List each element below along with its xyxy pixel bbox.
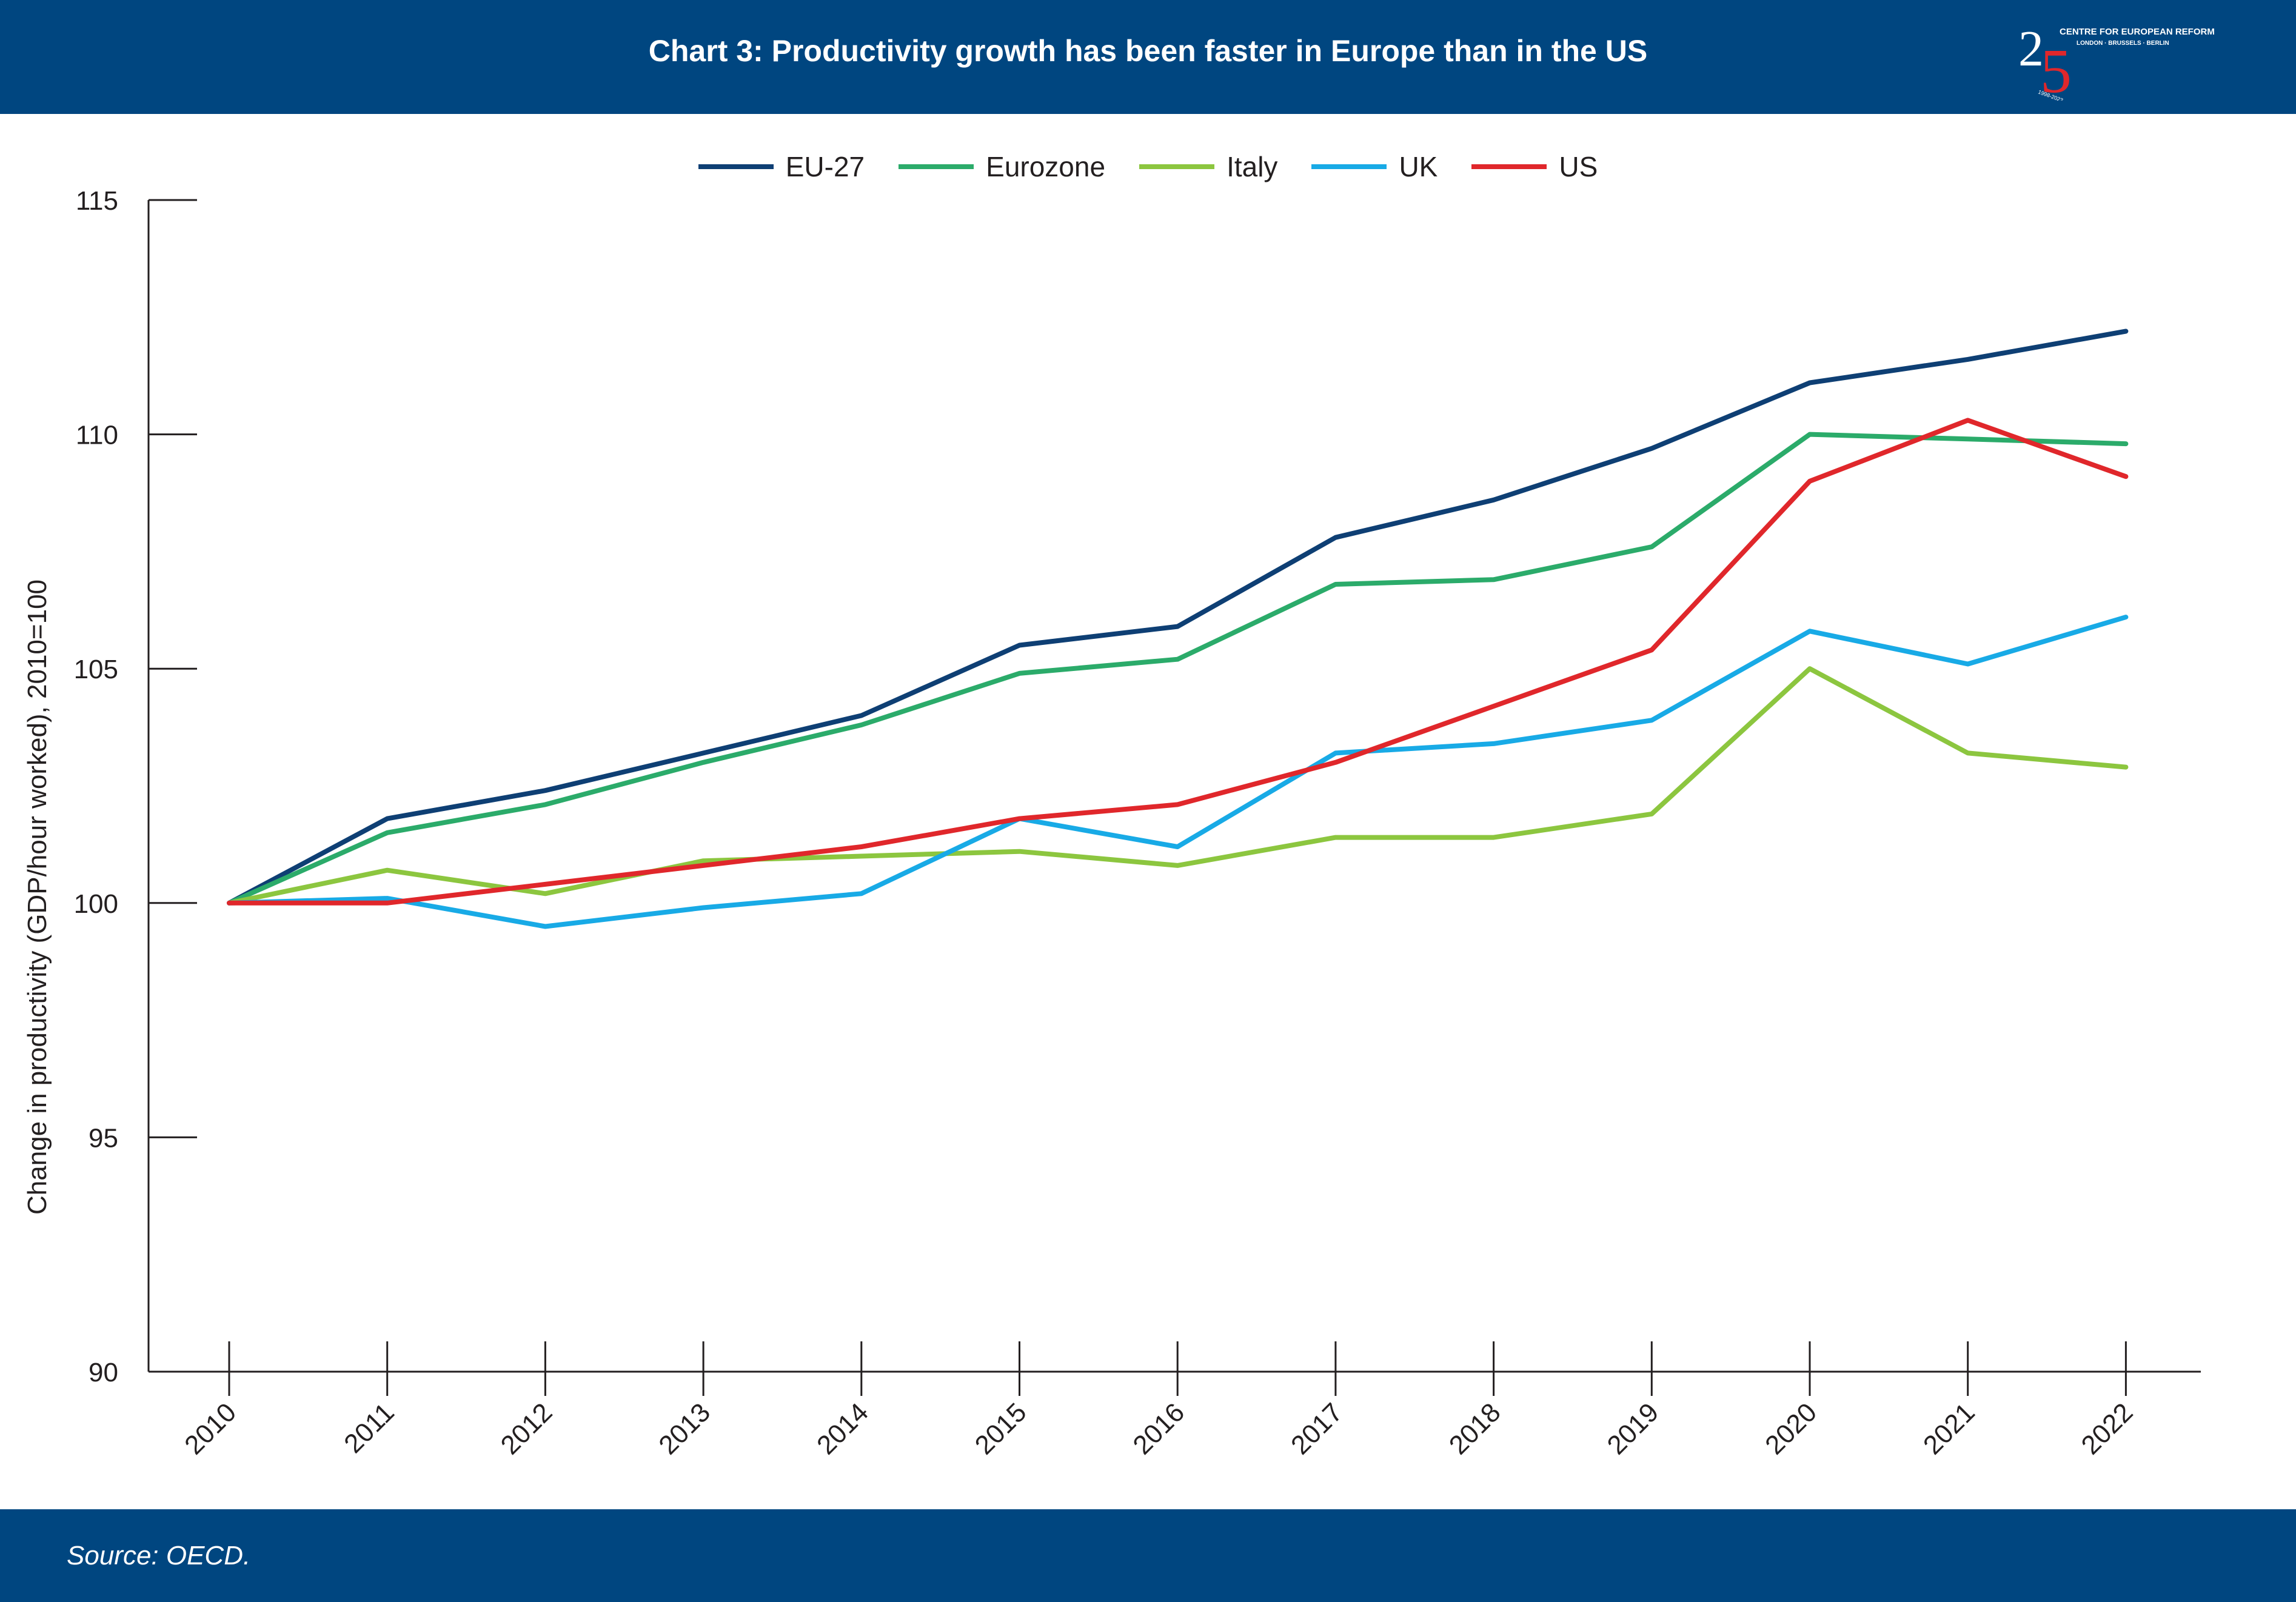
x-tick-label-2019: 2019 bbox=[1602, 1397, 1665, 1460]
x-tick-label-2014: 2014 bbox=[811, 1397, 874, 1460]
legend-label-eu-27: EU-27 bbox=[785, 151, 865, 182]
legend-label-uk: UK bbox=[1399, 151, 1438, 182]
legend-swatch-eurozone bbox=[899, 164, 974, 169]
x-tick-label-2017: 2017 bbox=[1285, 1397, 1348, 1460]
x-tick-label-2021: 2021 bbox=[1918, 1397, 1981, 1460]
chart-legend: EU-27 Eurozone Italy UK US bbox=[0, 145, 2296, 188]
logo-cities: LONDON · BRUSSELS · BERLIN bbox=[2077, 40, 2169, 47]
legend-item-eurozone: Eurozone bbox=[899, 150, 1105, 183]
legend-label-eurozone: Eurozone bbox=[986, 151, 1106, 182]
y-tick-label-115: 115 bbox=[76, 186, 118, 216]
x-tick-label-2018: 2018 bbox=[1444, 1397, 1507, 1460]
y-axis-label: Change in productivity (GDP/hour worked)… bbox=[22, 579, 52, 1215]
legend-item-us: US bbox=[1471, 150, 1598, 183]
y-tick-label-105: 105 bbox=[74, 655, 118, 684]
x-tick-label-2011: 2011 bbox=[338, 1397, 400, 1459]
logo-organisation-name: CENTRE FOR EUROPEAN REFORM bbox=[2060, 27, 2215, 37]
legend-swatch-uk bbox=[1311, 164, 1387, 169]
svg-text:5: 5 bbox=[2040, 36, 2072, 101]
legend-label-us: US bbox=[1559, 151, 1598, 182]
legend-swatch-italy bbox=[1139, 164, 1215, 169]
chart-title: Chart 3: Productivity growth has been fa… bbox=[648, 34, 1648, 68]
y-tick-label-100: 100 bbox=[74, 889, 118, 919]
x-tick-label-2020: 2020 bbox=[1759, 1397, 1822, 1460]
y-tick-label-90: 90 bbox=[89, 1358, 118, 1387]
series-line-italy bbox=[227, 666, 2129, 906]
y-tick-label-110: 110 bbox=[76, 421, 118, 450]
x-tick-label-2022: 2022 bbox=[2076, 1397, 2139, 1460]
legend-item-italy: Italy bbox=[1139, 150, 1277, 183]
x-tick-label-2012: 2012 bbox=[495, 1397, 558, 1460]
legend-label-italy: Italy bbox=[1227, 151, 1278, 182]
series-line-uk bbox=[227, 615, 2129, 929]
source-note: Source: OECD. bbox=[67, 1541, 251, 1570]
x-tick-label-2013: 2013 bbox=[653, 1397, 716, 1460]
chart-header: Chart 3: Productivity growth has been fa… bbox=[0, 0, 2296, 114]
series-line-eurozone bbox=[227, 432, 2129, 906]
x-tick-label-2010: 2010 bbox=[179, 1397, 242, 1460]
chart-footer: Source: OECD. bbox=[0, 1509, 2296, 1602]
series-line-eu-27 bbox=[227, 329, 2129, 906]
legend-swatch-us bbox=[1471, 164, 1547, 169]
legend-item-eu-27: EU-27 bbox=[698, 150, 865, 183]
cer-25-logo-mark: 2 5 1998-2023 bbox=[2018, 22, 2072, 101]
x-tick-label-2016: 2016 bbox=[1127, 1397, 1190, 1460]
y-tick-label-95: 95 bbox=[89, 1123, 118, 1153]
svg-text:2: 2 bbox=[2018, 22, 2044, 77]
legend-swatch-eu-27 bbox=[698, 164, 774, 169]
legend-item-uk: UK bbox=[1311, 150, 1438, 183]
cer-logo: 2 5 1998-2023 CENTRE FOR EUROPEAN REFORM… bbox=[2016, 22, 2222, 101]
series-line-us bbox=[227, 418, 2129, 906]
x-tick-label-2015: 2015 bbox=[969, 1397, 1033, 1460]
